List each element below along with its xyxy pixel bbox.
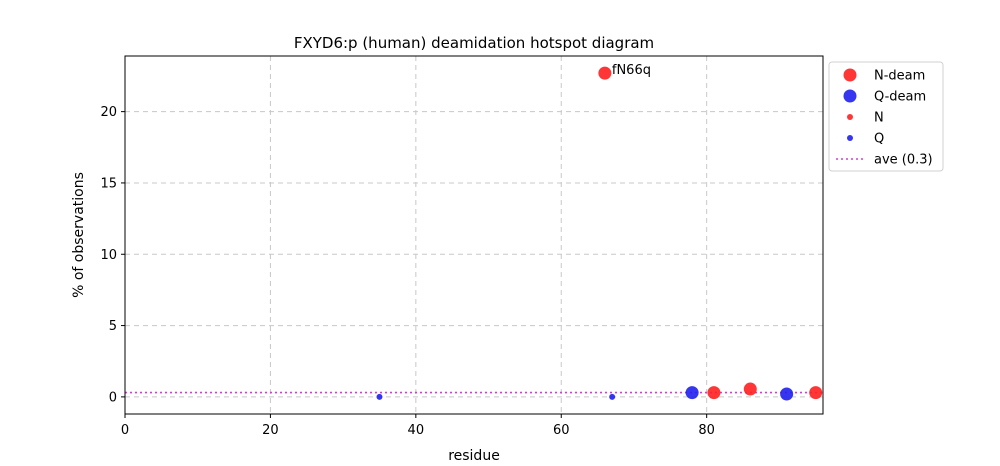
data-point-q bbox=[376, 393, 383, 400]
x-tick-label: 40 bbox=[408, 423, 425, 438]
legend-label: Q-deam bbox=[874, 90, 926, 105]
plot-frame bbox=[124, 55, 824, 415]
y-tick-label: 5 bbox=[109, 319, 117, 334]
y-axis-label: % of observations bbox=[71, 172, 87, 298]
data-point-n-deam bbox=[809, 386, 823, 400]
data-point-q-deam bbox=[685, 386, 699, 400]
y-tick-label: 10 bbox=[100, 248, 117, 263]
data-point-n-deam bbox=[707, 386, 721, 400]
data-point-n-deam bbox=[743, 382, 757, 396]
chart-title: FXYD6:p (human) deamidation hotspot diag… bbox=[294, 34, 654, 52]
data-point-q bbox=[609, 393, 616, 400]
y-axis-ticks: 0 5 10 15 20 bbox=[100, 105, 125, 405]
x-tick-label: 0 bbox=[121, 423, 129, 438]
y-tick-label: 15 bbox=[100, 176, 117, 191]
y-tick-label: 0 bbox=[109, 390, 117, 405]
x-axis-ticks: 0 20 40 60 80 bbox=[121, 414, 715, 438]
legend-box bbox=[828, 61, 944, 172]
legend-swatch bbox=[847, 135, 853, 141]
y-tick-label: 20 bbox=[100, 105, 117, 120]
legend-label: Q bbox=[874, 132, 884, 147]
grid-lines bbox=[125, 56, 823, 414]
x-tick-label: 20 bbox=[262, 423, 279, 438]
legend-label: ave (0.3) bbox=[874, 153, 933, 168]
legend-swatch bbox=[843, 89, 857, 103]
point-annotation: fN66q bbox=[612, 63, 651, 78]
legend-label: N-deam bbox=[874, 69, 925, 84]
data-points bbox=[376, 66, 823, 401]
data-point-n-deam bbox=[598, 66, 612, 80]
legend-label: N bbox=[874, 111, 884, 126]
annotations: fN66q bbox=[612, 63, 651, 78]
legend-swatch bbox=[847, 114, 853, 120]
x-tick-label: 60 bbox=[553, 423, 570, 438]
x-axis-label: residue bbox=[448, 448, 500, 464]
data-point-q-deam bbox=[780, 387, 794, 401]
legend-swatch bbox=[843, 68, 857, 82]
x-tick-label: 80 bbox=[698, 423, 715, 438]
